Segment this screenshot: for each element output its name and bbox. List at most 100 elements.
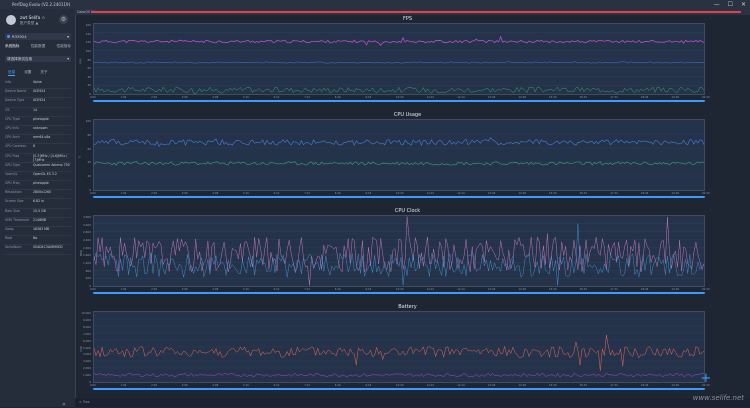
x-tick-label: 1:02: [120, 288, 127, 291]
x-tick-label: 3:06: [181, 288, 188, 291]
y-tick-label: 60: [87, 66, 91, 71]
user-name: zwt Selifa ☆: [20, 15, 46, 20]
close-button[interactable]: ✕: [740, 1, 746, 8]
timeline-label-bar[interactable]: [91, 11, 741, 13]
x-tick-label: 15:30: [549, 96, 557, 99]
info-value: pineapple: [33, 116, 49, 121]
chart-title: FPS: [402, 16, 413, 22]
info-row: CPU Type pineapple: [5, 117, 71, 126]
x-tick-label: 4:08: [212, 288, 219, 291]
x-tick-label: 19:38: [671, 192, 679, 195]
x-tick-label: 3:06: [181, 96, 188, 99]
nav-item-perf-data[interactable]: 性能数据: [30, 44, 46, 48]
cpu-total-line: [94, 137, 704, 148]
y-tick-label: 3,200: [82, 222, 91, 227]
tab-info[interactable]: 信息: [8, 70, 16, 76]
x-tick-label: 17:34: [610, 384, 618, 387]
x-tick-label: 9:18: [365, 192, 372, 195]
x-tick-label: 16:32: [579, 288, 588, 291]
x-tick-label: 15:30: [549, 192, 557, 195]
x-tick-label: 20:40: [702, 192, 710, 195]
nav-item-perf-metrics[interactable]: 性能指标: [56, 44, 71, 48]
chart-title: CPU Usage: [393, 112, 422, 118]
timeline-scrollbar[interactable]: [93, 100, 705, 102]
x-tick-label: 9:18: [365, 288, 372, 291]
battery-current-line: [94, 372, 704, 378]
info-key: Swap: [5, 227, 14, 231]
x-tick-label: 2:04: [151, 288, 158, 291]
x-tick-label: 12:24: [457, 384, 465, 387]
chart-plot-area[interactable]: [93, 215, 705, 287]
x-tick-label: 18:36: [640, 96, 649, 99]
device-selector[interactable]: R33924 ▾: [5, 33, 71, 40]
y-axis-label: mW: [78, 346, 83, 352]
x-tick-label: 0:00: [90, 288, 96, 291]
x-tick-label: 19:38: [671, 384, 679, 387]
x-tick-label: 12:24: [457, 192, 465, 195]
chart-plot-area[interactable]: [93, 311, 705, 383]
info-row: SerialNum 004D4C3A0690ED: [5, 245, 71, 255]
collapse-sidebar-icon[interactable]: «: [62, 401, 66, 408]
timeline-scrollbar[interactable]: [93, 388, 705, 390]
y-tick-label: 80: [87, 57, 91, 62]
maximize-button[interactable]: ☐: [727, 1, 733, 8]
chart-plot-area[interactable]: [93, 119, 705, 191]
y-tick-label: 3,600: [82, 215, 91, 219]
info-row: CPU Arch arm64-v8a: [5, 135, 71, 145]
y-tick-label: 5,000: [82, 345, 91, 350]
x-tick-label: 3:06: [181, 384, 188, 387]
chart-panel-1: CPU Usage 100 80 60 40 20 0% 0:00 1:02 2:04 3:06 4:…: [77, 112, 735, 204]
x-tick-label: 16:32: [579, 96, 588, 99]
info-value: 2146MB: [33, 217, 47, 222]
y-tick-label: 80: [87, 132, 91, 137]
y-tick-label: 400: [85, 276, 91, 281]
chart-traces: [94, 318, 704, 378]
x-tick-label: 14:28: [518, 288, 526, 291]
x-tick-label: 13:26: [487, 96, 496, 99]
info-key: Device Type: [5, 98, 25, 103]
y-tick-label: 7,000: [82, 331, 91, 336]
chart-plot-area[interactable]: [93, 23, 705, 95]
chart-traces: [94, 133, 704, 177]
x-tick-label: 7:14: [304, 288, 311, 291]
chart-traces: [94, 216, 704, 286]
x-tick-label: 11:22: [426, 96, 435, 99]
tab-settings[interactable]: 设置: [24, 70, 32, 74]
window-title: PerfDog Evolu (V2.2.240119): [12, 2, 71, 7]
x-tick-label: 20:40: [702, 384, 710, 387]
fps-series-line: [94, 35, 704, 46]
tab-about[interactable]: 关于: [40, 70, 48, 74]
x-tick-label: 20:40: [702, 288, 710, 291]
x-tick-label: 10:20: [396, 288, 404, 291]
y-tick-label: 40: [87, 74, 91, 79]
x-tick-label: 17:34: [610, 288, 618, 291]
settings-gear-icon[interactable]: ⚙: [59, 15, 68, 24]
y-tick-label: 140: [85, 31, 91, 36]
app-selector[interactable]: 请选择测试应用 ▾: [5, 56, 71, 62]
y-tick-label: 120: [85, 40, 91, 45]
nav-item-system-metrics[interactable]: 系统指标: [5, 44, 20, 48]
x-tick-label: 1:02: [120, 192, 127, 195]
info-value: OpenGL ES 3.2: [33, 171, 57, 176]
y-tick-label: 2,000: [82, 366, 91, 371]
x-tick-label: 5:10: [243, 288, 249, 291]
info-key: CPU Freq: [5, 153, 20, 158]
minimize-button[interactable]: —: [713, 1, 720, 8]
x-tick-label: 10:20: [396, 96, 404, 99]
y-tick-label: 3,000: [82, 359, 91, 364]
x-tick-label: 6:12: [273, 192, 280, 195]
info-value: 15.5 GB: [33, 208, 46, 213]
info-row: CPU Coreless 8: [5, 144, 71, 154]
info-row: Root No: [5, 236, 71, 246]
info-value: 16383 MB: [33, 227, 50, 231]
avatar[interactable]: [6, 15, 16, 25]
timeline-scrollbar[interactable]: [93, 292, 705, 294]
x-tick-label: 10:20: [396, 192, 404, 195]
info-tabs: 信息 设置 关于: [8, 70, 68, 76]
chart-panel-2: CPU Clock 3,600 3,200 2,800 2,400 2,000 1,600 1…: [79, 208, 735, 300]
watermark: www.selife.net: [692, 394, 744, 402]
chevron-down-icon: ▾: [67, 57, 69, 61]
timeline-scrollbar[interactable]: [93, 196, 705, 198]
add-chart-icon[interactable]: +: [700, 371, 712, 386]
user-card[interactable]: zwt Selifa ☆ 账户类型 ▲ ⚙: [6, 13, 70, 31]
